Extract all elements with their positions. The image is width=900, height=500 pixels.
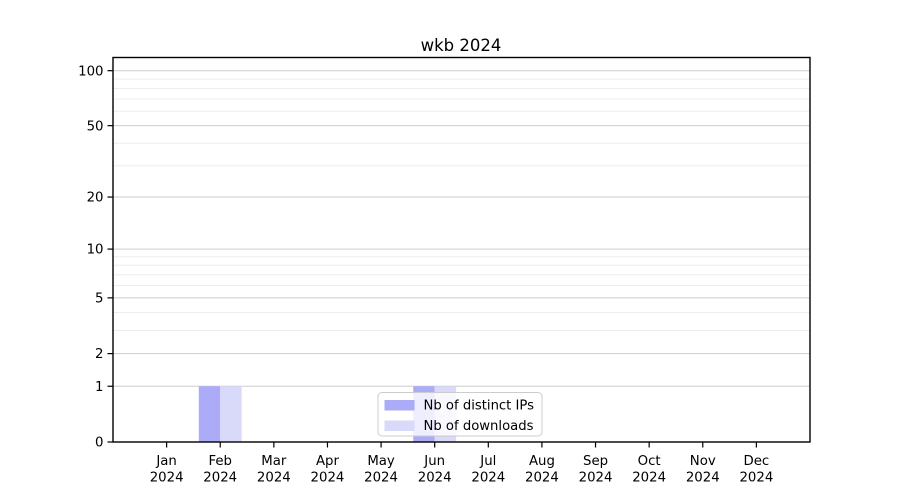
y-tick-label: 1	[95, 380, 103, 395]
gridlines	[113, 70, 810, 387]
axes: 0 1 2 5 10 20 50 100 Jan 2024 Feb 2024 Mar 2024 Apr 202…	[78, 56, 811, 486]
legend-entry-label: Nb of distinct IPs	[424, 399, 535, 414]
legend-swatch	[384, 420, 415, 431]
x-tick-label: Jan 2024	[150, 454, 184, 486]
x-tick-label: Sep 2024	[579, 454, 613, 486]
x-tick-label: Dec 2024	[739, 454, 773, 486]
legend: Nb of distinct IPs Nb of downloads	[377, 392, 543, 437]
x-tick-label: Oct 2024	[632, 454, 666, 486]
legend-box	[377, 392, 543, 437]
y-tick-label: 2	[95, 347, 103, 362]
x-tick-label: Apr 2024	[311, 454, 345, 486]
chart-title: wkb 2024	[421, 36, 502, 55]
x-tick-label: Mar 2024	[257, 454, 291, 486]
plot-border	[112, 56, 811, 443]
x-tick-label: Jul 2024	[471, 454, 505, 486]
legend-swatch	[384, 400, 415, 411]
x-tick-label: Feb 2024	[203, 454, 237, 486]
bar-feb	[198, 386, 221, 442]
legend-entry-label: Nb of downloads	[424, 419, 534, 434]
y-tick-label: 100	[78, 64, 103, 79]
y-tick-label: 0	[95, 436, 103, 451]
x-tick-label: Jun 2024	[418, 454, 452, 486]
x-tick-label: Aug 2024	[525, 454, 559, 486]
y-tick-label: 10	[87, 243, 104, 258]
y-tick-label: 20	[87, 191, 104, 206]
y-tick-label: 5	[95, 291, 103, 306]
x-tick-label: Nov 2024	[686, 454, 720, 486]
bar-feb	[220, 386, 242, 442]
x-tick-label: May 2024	[364, 454, 398, 486]
y-tick-label: 50	[87, 119, 104, 134]
